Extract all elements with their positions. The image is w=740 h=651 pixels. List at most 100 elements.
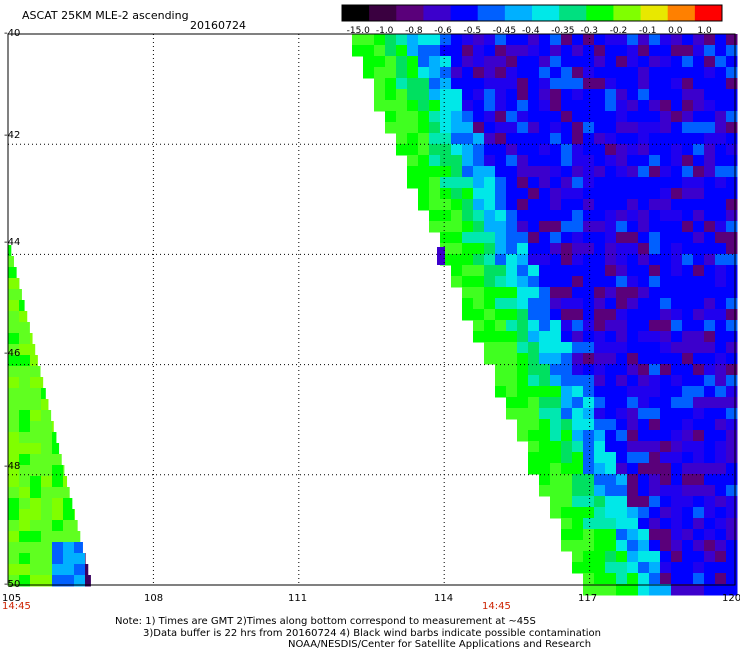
swath-cell (638, 441, 650, 453)
swath-cell (52, 443, 59, 455)
swath-cell (627, 540, 639, 552)
swath-cell (715, 408, 727, 420)
swath-cell (550, 67, 562, 79)
swath-cell (539, 386, 551, 398)
swath-cell (41, 377, 43, 389)
swath-cell (41, 476, 53, 488)
swath-cell (605, 452, 617, 464)
swath-cell (528, 56, 540, 68)
swath-cell (495, 287, 507, 299)
x-tick-5: 120 (722, 594, 740, 604)
swath-cell (8, 289, 20, 301)
swath-cell (605, 243, 617, 255)
swath-cell (561, 232, 573, 244)
swath-cell (583, 243, 595, 255)
swath-cell (572, 287, 584, 299)
swath-cell (517, 166, 529, 178)
swath-cell (693, 78, 705, 90)
swath-cell (726, 232, 738, 244)
swath-cell (572, 419, 584, 431)
swath-cell (539, 452, 551, 464)
swath-cell (638, 386, 650, 398)
swath-cell (407, 144, 419, 156)
swath-cell (495, 210, 507, 222)
swath-cell (682, 276, 694, 288)
swath-cell (726, 122, 738, 134)
swath-cell (52, 465, 64, 477)
swath-cell (715, 265, 727, 277)
swath-cell (52, 553, 64, 565)
swath-cell (583, 122, 595, 134)
swath-cell (649, 100, 661, 112)
swath-cell (649, 188, 661, 200)
swath-cell (550, 254, 562, 266)
swath-cell (561, 155, 573, 167)
swath-cell (8, 542, 20, 554)
swath-cell (638, 320, 650, 332)
swath-cell (473, 320, 485, 332)
swath-cell (506, 188, 518, 200)
swath-cell (528, 386, 540, 398)
swath-cell (462, 100, 474, 112)
swath-cell (682, 562, 694, 574)
swath-cell (484, 254, 496, 266)
swath-cell (605, 342, 617, 354)
swath-cell (605, 397, 617, 409)
swath-cell (660, 331, 672, 343)
swath-cell (473, 144, 485, 156)
swath-cell (418, 188, 430, 200)
swath-cell (594, 122, 606, 134)
swath-cell (726, 573, 738, 585)
swath-cell (605, 441, 617, 453)
swath-cell (704, 133, 716, 145)
swath-cell (660, 408, 672, 420)
swath-cell (693, 474, 705, 486)
swath-cell (539, 441, 551, 453)
swath-cell (583, 342, 595, 354)
swath-cell (605, 584, 617, 596)
swath-cell (682, 551, 694, 563)
swath-cell (19, 366, 31, 378)
swath-cell (495, 56, 507, 68)
swath-cell (726, 89, 738, 101)
swath-cell (682, 342, 694, 354)
swath-cell (8, 509, 20, 521)
swath-cell (682, 463, 694, 475)
swath-cell (616, 243, 628, 255)
swath-cell (726, 529, 738, 541)
swath-cell (682, 452, 694, 464)
swath-cell (74, 520, 78, 532)
swath-cell (517, 89, 529, 101)
swath-cell (473, 122, 485, 134)
swath-cell (550, 199, 562, 211)
swath-cell (517, 408, 529, 420)
swath-cell (704, 474, 716, 486)
swath-cell (462, 56, 474, 68)
swath-cell (572, 430, 584, 442)
swath-cell (704, 386, 716, 398)
swath-cell (539, 67, 551, 79)
swath-cell (440, 133, 452, 145)
swath-cell (649, 155, 661, 167)
swath-cell (407, 67, 419, 79)
swath-cell (638, 78, 650, 90)
swath-cell (550, 45, 562, 57)
swath-cell (495, 309, 507, 321)
swath-cell (528, 210, 540, 222)
swath-cell (638, 100, 650, 112)
swath-cell (517, 375, 529, 387)
swath-cell (506, 221, 518, 233)
swath-cell (671, 408, 683, 420)
swath-cell (451, 188, 463, 200)
swath-cell (484, 276, 496, 288)
swath-cell (627, 562, 639, 574)
swath-cell (440, 111, 452, 123)
swath-cell (682, 133, 694, 145)
swath-cell (638, 210, 650, 222)
swath-cell (715, 551, 727, 563)
swath-cell (649, 496, 661, 508)
swath-cell (704, 441, 716, 453)
swath-cell (561, 452, 573, 464)
swath-cell (594, 243, 606, 255)
swath-cell (550, 188, 562, 200)
